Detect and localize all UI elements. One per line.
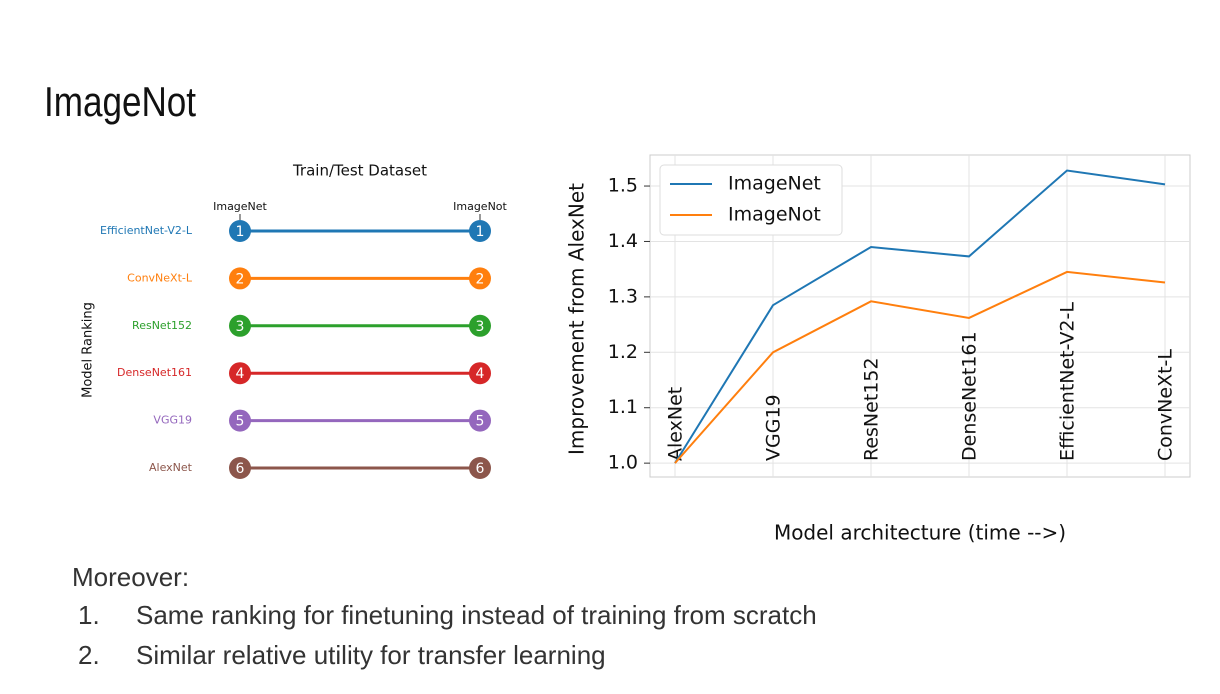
rank-label: 6 bbox=[236, 461, 245, 477]
y-tick-label: 1.5 bbox=[608, 175, 638, 197]
rank-marker bbox=[229, 409, 251, 432]
rank-label: 3 bbox=[236, 319, 245, 335]
rank-label: 5 bbox=[476, 414, 485, 430]
rank-marker bbox=[469, 220, 491, 242]
model-label: DenseNet161 bbox=[117, 366, 192, 379]
rank-marker bbox=[469, 362, 491, 385]
model-label: ConvNeXt-L bbox=[127, 271, 193, 284]
chart-title: Train/Test Dataset bbox=[292, 162, 427, 180]
rank-label: 2 bbox=[476, 271, 485, 287]
column-label: ImageNot bbox=[453, 200, 507, 213]
legend-box bbox=[659, 164, 843, 236]
rank-marker bbox=[229, 457, 251, 479]
rank-marker bbox=[469, 409, 491, 432]
rank-marker bbox=[229, 314, 251, 337]
legend-label: ImageNet bbox=[728, 173, 821, 195]
rank-label: 3 bbox=[476, 319, 485, 335]
y-tick-label: 1.2 bbox=[608, 341, 638, 363]
x-tick-label: VGG19 bbox=[763, 394, 785, 461]
rank-label: 1 bbox=[476, 224, 485, 240]
y-tick-label: 1.1 bbox=[608, 396, 638, 418]
y-tick-label: 1.4 bbox=[608, 230, 638, 252]
rank-label: 5 bbox=[236, 414, 245, 430]
y-tick-label: 1.0 bbox=[608, 452, 638, 474]
rank-label: 2 bbox=[236, 271, 245, 287]
list-item: Same ranking for finetuning instead of t… bbox=[136, 600, 817, 630]
slide-title: ImageNot bbox=[44, 78, 196, 125]
list-marker: 2. bbox=[78, 640, 100, 670]
list-item: Similar relative utility for transfer le… bbox=[136, 640, 606, 670]
line bbox=[674, 169, 1166, 464]
x-tick-label: EfficientNet-V2-L bbox=[1057, 302, 1079, 461]
y-axis-label: Model Ranking bbox=[81, 302, 96, 398]
x-axis-label: Model architecture (time -->) bbox=[774, 521, 1066, 545]
rank-marker bbox=[229, 267, 251, 290]
x-tick-label: DenseNet161 bbox=[959, 331, 981, 461]
rank-marker bbox=[469, 267, 491, 290]
x-tick-label: AlexNet bbox=[665, 387, 687, 461]
rank-label: 4 bbox=[476, 366, 485, 382]
y-axis-label: Improvement from AlexNet bbox=[565, 183, 589, 455]
rank-marker bbox=[469, 457, 491, 479]
rank-label: 6 bbox=[476, 461, 485, 477]
x-tick-label: ResNet152 bbox=[861, 357, 883, 461]
legend-label: ImageNot bbox=[728, 204, 821, 226]
line bbox=[674, 270, 1166, 464]
model-label: AlexNet bbox=[149, 461, 193, 474]
x-tick-label: ConvNeXt-L bbox=[1155, 349, 1177, 461]
intro-text: Moreover: bbox=[72, 562, 189, 592]
y-tick-label: 1.3 bbox=[608, 285, 638, 307]
rank-marker bbox=[229, 362, 251, 385]
model-label: ResNet152 bbox=[132, 319, 192, 332]
model-label: EfficientNet-V2-L bbox=[100, 224, 193, 237]
column-label: ImageNet bbox=[213, 200, 267, 213]
list-marker: 1. bbox=[78, 600, 100, 630]
rank-label: 4 bbox=[236, 366, 245, 382]
rank-marker bbox=[229, 220, 251, 242]
model-label: VGG19 bbox=[153, 414, 192, 427]
rank-label: 1 bbox=[236, 224, 245, 240]
rank-marker bbox=[469, 314, 491, 337]
